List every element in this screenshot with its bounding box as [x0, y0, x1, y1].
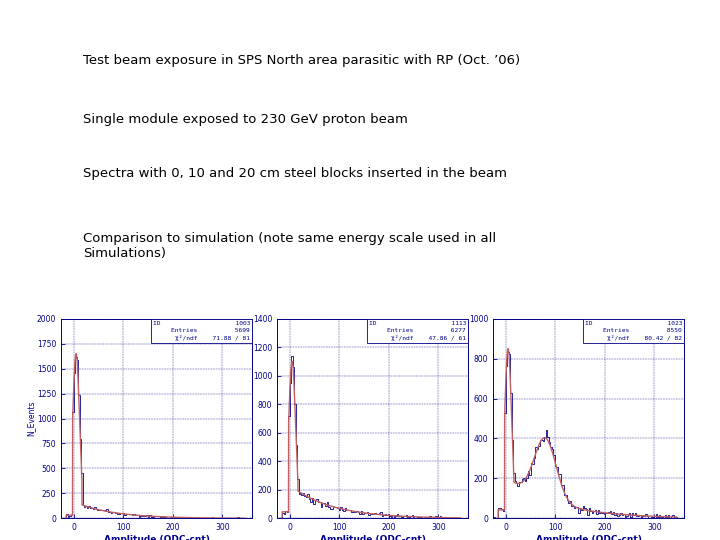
Text: ID                    1023
Entries          8550
χ²/ndf    80.42 / 82: ID 1023 Entries 8550 χ²/ndf 80.42 / 82	[585, 321, 682, 341]
Y-axis label: N_Events: N_Events	[27, 401, 35, 436]
Text: ID                    1003
Entries          5699
χ²/ndf    71.88 / 81: ID 1003 Entries 5699 χ²/ndf 71.88 / 81	[153, 321, 250, 341]
Text: Test beam exposure in SPS North area parasitic with RP (Oct. ’06): Test beam exposure in SPS North area par…	[83, 54, 520, 67]
X-axis label: Amplitude (QDC-cnt): Amplitude (QDC-cnt)	[320, 535, 426, 540]
X-axis label: Amplitude (QDC-cnt): Amplitude (QDC-cnt)	[536, 535, 642, 540]
Text: Comparison to simulation (note same energy scale used in all
Simulations): Comparison to simulation (note same ener…	[83, 232, 496, 260]
Text: Spectra with 0, 10 and 20 cm steel blocks inserted in the beam: Spectra with 0, 10 and 20 cm steel block…	[83, 167, 507, 180]
X-axis label: Amplitude (QDC-cnt): Amplitude (QDC-cnt)	[104, 535, 210, 540]
Text: Single module exposed to 230 GeV proton beam: Single module exposed to 230 GeV proton …	[83, 113, 408, 126]
Text: ID                    1113
Entries          6277
χ²/ndf    47.86 / 61: ID 1113 Entries 6277 χ²/ndf 47.86 / 61	[369, 321, 466, 341]
